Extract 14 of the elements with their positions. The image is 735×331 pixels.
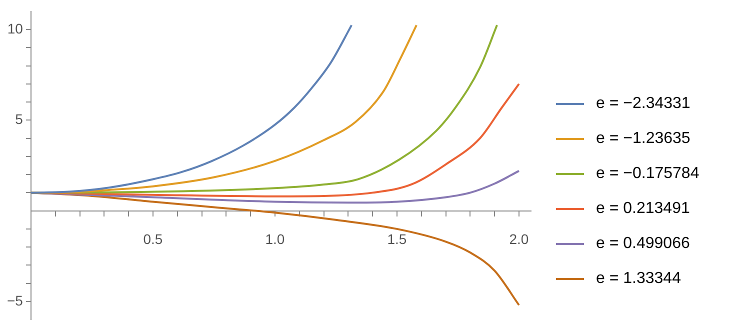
legend-label: e = 0.213491 [596,200,690,218]
line-series [30,24,353,194]
legend-label: e = −1.23635 [596,130,690,148]
legend-label: e = 0.499066 [596,234,690,252]
x-tick-label: 1.5 [387,231,407,248]
legend-label: e = 1.33344 [596,270,681,288]
legend-label: e = −2.34331 [596,94,690,112]
x-tick-label: 2.0 [509,231,529,248]
x-tick-label: 0.5 [143,231,163,248]
legend-label: e = −0.175784 [596,164,700,182]
y-tick-label: −5 [6,292,24,308]
x-tick-label: 1.0 [265,231,285,248]
y-tick-label: 5 [15,111,24,128]
y-tick-label: 10 [7,20,24,36]
